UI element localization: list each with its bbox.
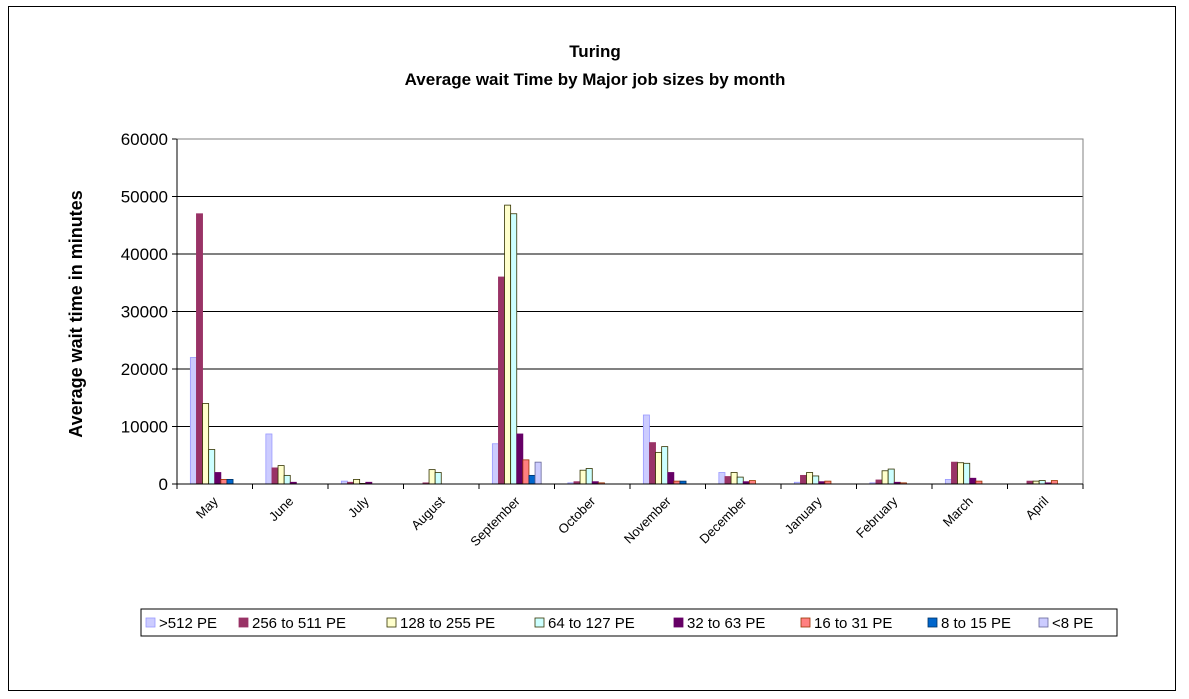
chart-frame: Turing Average wait Time by Major job si… (8, 6, 1176, 691)
bar (283, 474, 291, 485)
bar (265, 433, 273, 485)
legend-swatch (238, 617, 249, 628)
y-tick-label: 30000 (121, 303, 168, 322)
bar (812, 475, 820, 485)
bar (189, 357, 197, 485)
legend-swatch (386, 617, 397, 628)
y-tick-label: 10000 (121, 418, 168, 437)
x-tick-label: November (621, 493, 674, 546)
bar (1050, 480, 1058, 485)
x-tick-label: December (696, 493, 749, 546)
legend-label: 64 to 127 PE (548, 615, 635, 632)
bar (730, 472, 738, 485)
bar (271, 467, 279, 485)
bar (491, 443, 499, 485)
y-tick-label: 0 (159, 475, 168, 494)
x-tick-label: July (345, 493, 372, 520)
legend-label: 8 to 15 PE (941, 615, 1011, 632)
x-tick-label: March (940, 494, 976, 530)
x-tick-label: September (467, 493, 523, 549)
bar (875, 479, 883, 485)
bar (944, 478, 952, 485)
legend-swatch (927, 617, 938, 628)
bar (642, 414, 650, 485)
bar (957, 462, 965, 485)
bar (649, 442, 656, 485)
bar (655, 451, 663, 485)
gridlines (172, 138, 1083, 485)
bar (528, 474, 536, 485)
bar (585, 468, 593, 485)
x-tick-label: February (853, 493, 901, 541)
bar (226, 478, 234, 485)
bar (220, 478, 228, 485)
chart-title: Turing (569, 42, 621, 61)
legend-swatch (1038, 617, 1049, 628)
bar (208, 449, 216, 485)
legend-swatch (534, 617, 545, 628)
y-tick-label: 20000 (121, 360, 168, 379)
bar (800, 474, 807, 485)
x-tick-label: June (266, 494, 297, 525)
bar (214, 472, 222, 485)
legend-label: <8 PE (1052, 615, 1093, 632)
bar (522, 459, 530, 485)
bar (724, 476, 732, 485)
legend-label: 128 to 255 PE (400, 615, 495, 632)
bar (498, 276, 505, 485)
bar (504, 204, 512, 485)
x-tick-label: October (555, 493, 599, 537)
bar (748, 480, 756, 485)
legend-swatch (800, 617, 811, 628)
y-axis-title: Average wait time in minutes (66, 190, 86, 437)
x-tick-label: April (1022, 493, 1051, 522)
bar (667, 472, 675, 485)
legend: >512 PE 256 to 511 PE 128 to 255 PE 64 to 1… (140, 608, 1118, 637)
legend-label: 32 to 63 PE (687, 615, 765, 632)
x-tick-label: May (193, 493, 221, 521)
legend-swatch (145, 617, 156, 628)
y-tick-label: 40000 (121, 245, 168, 264)
legend-swatch (673, 617, 684, 628)
bar (969, 477, 977, 485)
bar (353, 478, 361, 485)
y-tick-label: 60000 (121, 130, 168, 149)
bar (196, 213, 203, 485)
bar (951, 461, 958, 485)
bar (887, 468, 895, 485)
x-tick-label: August (408, 493, 447, 532)
x-tick-labels: May June July August September October Novembe… (193, 493, 1052, 549)
x-tick-label: January (782, 493, 826, 537)
bar (736, 476, 744, 485)
legend-box (140, 608, 1118, 637)
bar (661, 446, 669, 485)
bar (428, 469, 436, 485)
bar (718, 472, 726, 485)
bar (963, 462, 971, 485)
bar (277, 465, 285, 485)
bar (202, 403, 210, 485)
bar (579, 469, 587, 485)
y-tick-labels: 0 10000 20000 30000 40000 50000 60000 (121, 130, 168, 494)
bar (1038, 480, 1046, 485)
legend-label: >512 PE (159, 615, 217, 632)
axes (176, 138, 1084, 489)
bar (516, 433, 524, 485)
bars (189, 204, 1058, 485)
bar (534, 461, 542, 485)
bar (510, 213, 518, 485)
bar (881, 470, 889, 485)
bar-chart: Turing Average wait Time by Major job si… (66, 42, 1118, 637)
legend-label: 256 to 511 PE (252, 615, 346, 632)
legend-label: 16 to 31 PE (814, 615, 892, 632)
y-tick-label: 50000 (121, 188, 168, 207)
bar (806, 472, 814, 485)
chart-subtitle: Average wait Time by Major job sizes by … (405, 70, 786, 89)
bar (434, 472, 442, 485)
